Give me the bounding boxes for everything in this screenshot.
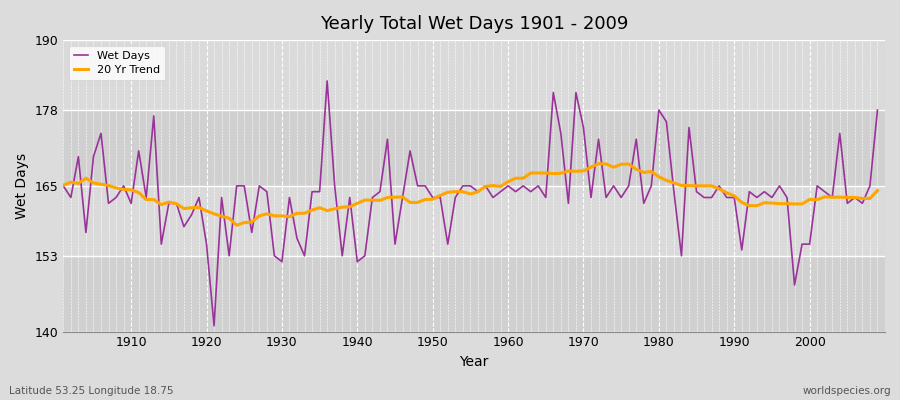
Legend: Wet Days, 20 Yr Trend: Wet Days, 20 Yr Trend xyxy=(68,46,166,80)
Wet Days xyxy=(510,189,521,194)
Wet Days xyxy=(608,184,619,188)
20 Yr Trend xyxy=(231,223,242,228)
Line: Wet Days: Wet Days xyxy=(63,81,878,326)
X-axis label: Year: Year xyxy=(460,355,489,369)
Bar xyxy=(63,40,885,110)
Wet Days xyxy=(321,78,332,83)
20 Yr Trend xyxy=(872,188,883,193)
20 Yr Trend xyxy=(608,165,619,170)
20 Yr Trend xyxy=(510,176,521,181)
Wet Days xyxy=(292,236,302,241)
Wet Days xyxy=(872,108,883,112)
20 Yr Trend xyxy=(593,161,604,166)
20 Yr Trend xyxy=(118,187,129,192)
Wet Days xyxy=(345,195,356,200)
Wet Days xyxy=(518,184,528,188)
Text: worldspecies.org: worldspecies.org xyxy=(803,386,891,396)
Wet Days xyxy=(118,184,129,188)
Bar xyxy=(63,256,885,332)
Y-axis label: Wet Days: Wet Days xyxy=(15,153,29,219)
20 Yr Trend xyxy=(503,179,514,184)
Line: 20 Yr Trend: 20 Yr Trend xyxy=(63,164,878,225)
Bar xyxy=(63,110,885,186)
Wet Days xyxy=(58,184,68,188)
20 Yr Trend xyxy=(292,211,302,216)
Bar xyxy=(63,186,885,256)
20 Yr Trend xyxy=(337,205,347,210)
20 Yr Trend xyxy=(58,183,68,188)
Title: Yearly Total Wet Days 1901 - 2009: Yearly Total Wet Days 1901 - 2009 xyxy=(320,15,628,33)
Text: Latitude 53.25 Longitude 18.75: Latitude 53.25 Longitude 18.75 xyxy=(9,386,174,396)
Wet Days xyxy=(209,323,220,328)
